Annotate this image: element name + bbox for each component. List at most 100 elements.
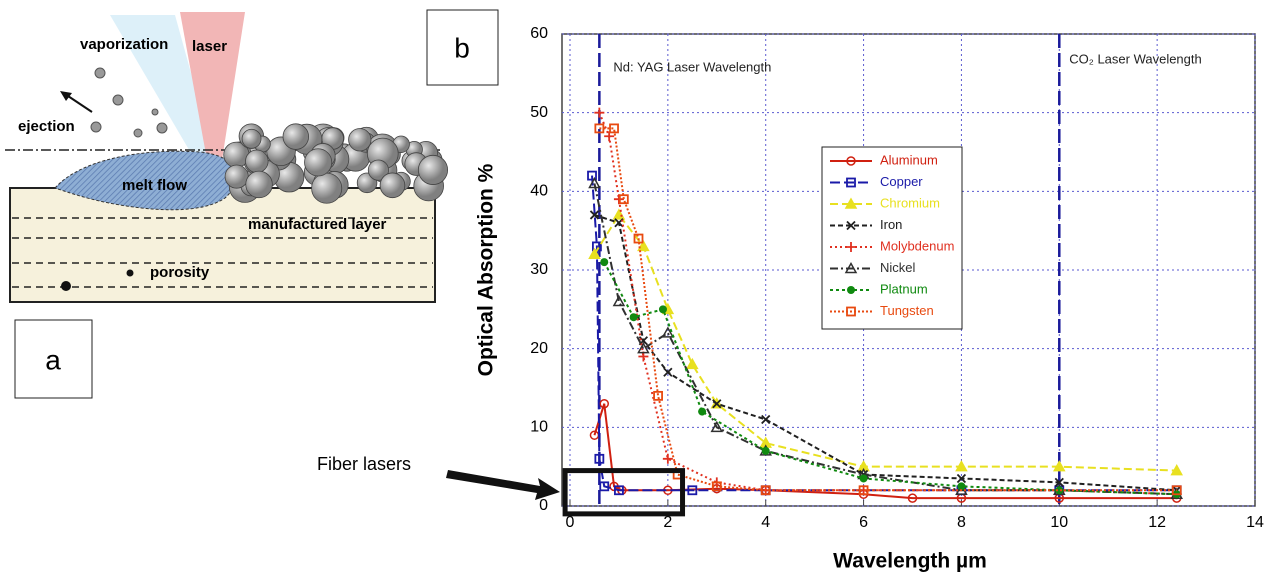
marker bbox=[1054, 477, 1064, 488]
marker bbox=[599, 398, 609, 409]
reference-label: CO₂ Laser Wavelength bbox=[1069, 51, 1201, 66]
marker bbox=[859, 474, 868, 483]
series-line bbox=[594, 213, 1177, 492]
label: laser bbox=[192, 38, 227, 55]
legend-label: Platnum bbox=[880, 281, 928, 296]
marker bbox=[599, 481, 610, 492]
marker bbox=[637, 342, 650, 354]
legend-box bbox=[821, 146, 963, 330]
marker bbox=[594, 453, 605, 464]
panel-box bbox=[14, 319, 93, 399]
marker bbox=[594, 123, 605, 134]
y-tick-label: 50 bbox=[530, 104, 548, 121]
chart: b Wavelength µm Optical Absorption % 0 2 4… bbox=[317, 9, 1264, 573]
panel-label: a bbox=[45, 344, 61, 375]
marker bbox=[618, 194, 629, 205]
label: melt flow bbox=[122, 177, 187, 194]
x-tick-label: 8 bbox=[957, 514, 966, 531]
marker bbox=[712, 399, 722, 409]
series-line bbox=[593, 183, 1177, 496]
reference-label: Nd: YAG Laser Wavelength bbox=[613, 59, 771, 74]
x-tick-label: 6 bbox=[859, 514, 868, 531]
marker bbox=[846, 242, 856, 252]
x-tick-label: 14 bbox=[1246, 514, 1264, 531]
y-tick-label: 0 bbox=[539, 497, 548, 514]
powder bbox=[223, 123, 449, 204]
marker bbox=[1170, 464, 1183, 476]
marker bbox=[846, 306, 856, 317]
x-tick-label: 4 bbox=[761, 514, 770, 531]
marker bbox=[637, 239, 650, 252]
marker bbox=[907, 493, 918, 503]
marker bbox=[846, 220, 856, 231]
marker bbox=[587, 170, 597, 181]
pore bbox=[126, 269, 134, 277]
x-tick-label: 10 bbox=[1050, 514, 1068, 531]
y-tick-label: 20 bbox=[530, 340, 548, 357]
legend-label: Chromium bbox=[880, 195, 940, 210]
marker bbox=[589, 210, 600, 220]
substrate bbox=[9, 187, 436, 303]
panel-label: b bbox=[454, 32, 470, 63]
diagram: vaporization laser ejection melt flow ma… bbox=[5, 12, 449, 399]
x-tick-label: 2 bbox=[663, 514, 672, 531]
arrow-head bbox=[60, 91, 72, 101]
y-tick-label: 60 bbox=[530, 25, 548, 42]
marker bbox=[588, 176, 601, 189]
marker bbox=[612, 208, 626, 220]
legend-label: Aluminum bbox=[880, 152, 938, 167]
y-axis-label: Optical Absorption % bbox=[475, 163, 498, 376]
marker bbox=[955, 460, 968, 472]
marker bbox=[663, 367, 673, 377]
marker bbox=[658, 305, 667, 314]
marker bbox=[710, 420, 724, 433]
marker bbox=[633, 233, 644, 244]
marker bbox=[760, 485, 771, 496]
marker bbox=[844, 261, 858, 274]
marker bbox=[957, 482, 966, 491]
y-tick-label: 40 bbox=[530, 183, 548, 200]
marker bbox=[661, 326, 675, 338]
highlight-box bbox=[562, 468, 686, 517]
layer-lines bbox=[12, 217, 433, 288]
marker bbox=[686, 357, 699, 370]
marker bbox=[629, 313, 638, 322]
marker bbox=[955, 483, 968, 496]
marker bbox=[687, 485, 698, 496]
marker bbox=[609, 123, 619, 134]
x-tick-label: 12 bbox=[1148, 514, 1166, 531]
particles bbox=[90, 67, 168, 138]
marker bbox=[588, 247, 601, 260]
marker bbox=[1055, 486, 1064, 495]
panel-box bbox=[426, 9, 499, 86]
marker bbox=[600, 258, 609, 267]
y-tick-label: 10 bbox=[530, 419, 548, 436]
x-axis-label: Wavelength µm bbox=[833, 550, 987, 573]
melt-pool bbox=[54, 150, 237, 211]
marker bbox=[956, 473, 967, 484]
legend-label: Copper bbox=[880, 174, 923, 189]
marker bbox=[653, 390, 663, 401]
legend-label: Tungsten bbox=[880, 303, 934, 318]
label: ejection bbox=[18, 118, 75, 135]
legend-label: Nickel bbox=[880, 260, 916, 275]
marker bbox=[1053, 460, 1066, 472]
label: vaporization bbox=[80, 36, 168, 53]
marker bbox=[858, 485, 869, 496]
y-tick-label: 30 bbox=[530, 261, 548, 278]
marker bbox=[711, 481, 722, 492]
marker bbox=[1171, 485, 1182, 496]
marker bbox=[761, 446, 770, 455]
marker bbox=[846, 177, 856, 188]
marker bbox=[698, 407, 707, 416]
marker bbox=[761, 414, 771, 425]
vapor-plume bbox=[110, 15, 215, 160]
pore bbox=[61, 281, 71, 291]
marker bbox=[612, 294, 626, 307]
laser-beam bbox=[180, 12, 245, 160]
marker bbox=[847, 286, 855, 294]
annotation: Fiber lasers bbox=[317, 454, 411, 474]
marker bbox=[614, 485, 624, 496]
